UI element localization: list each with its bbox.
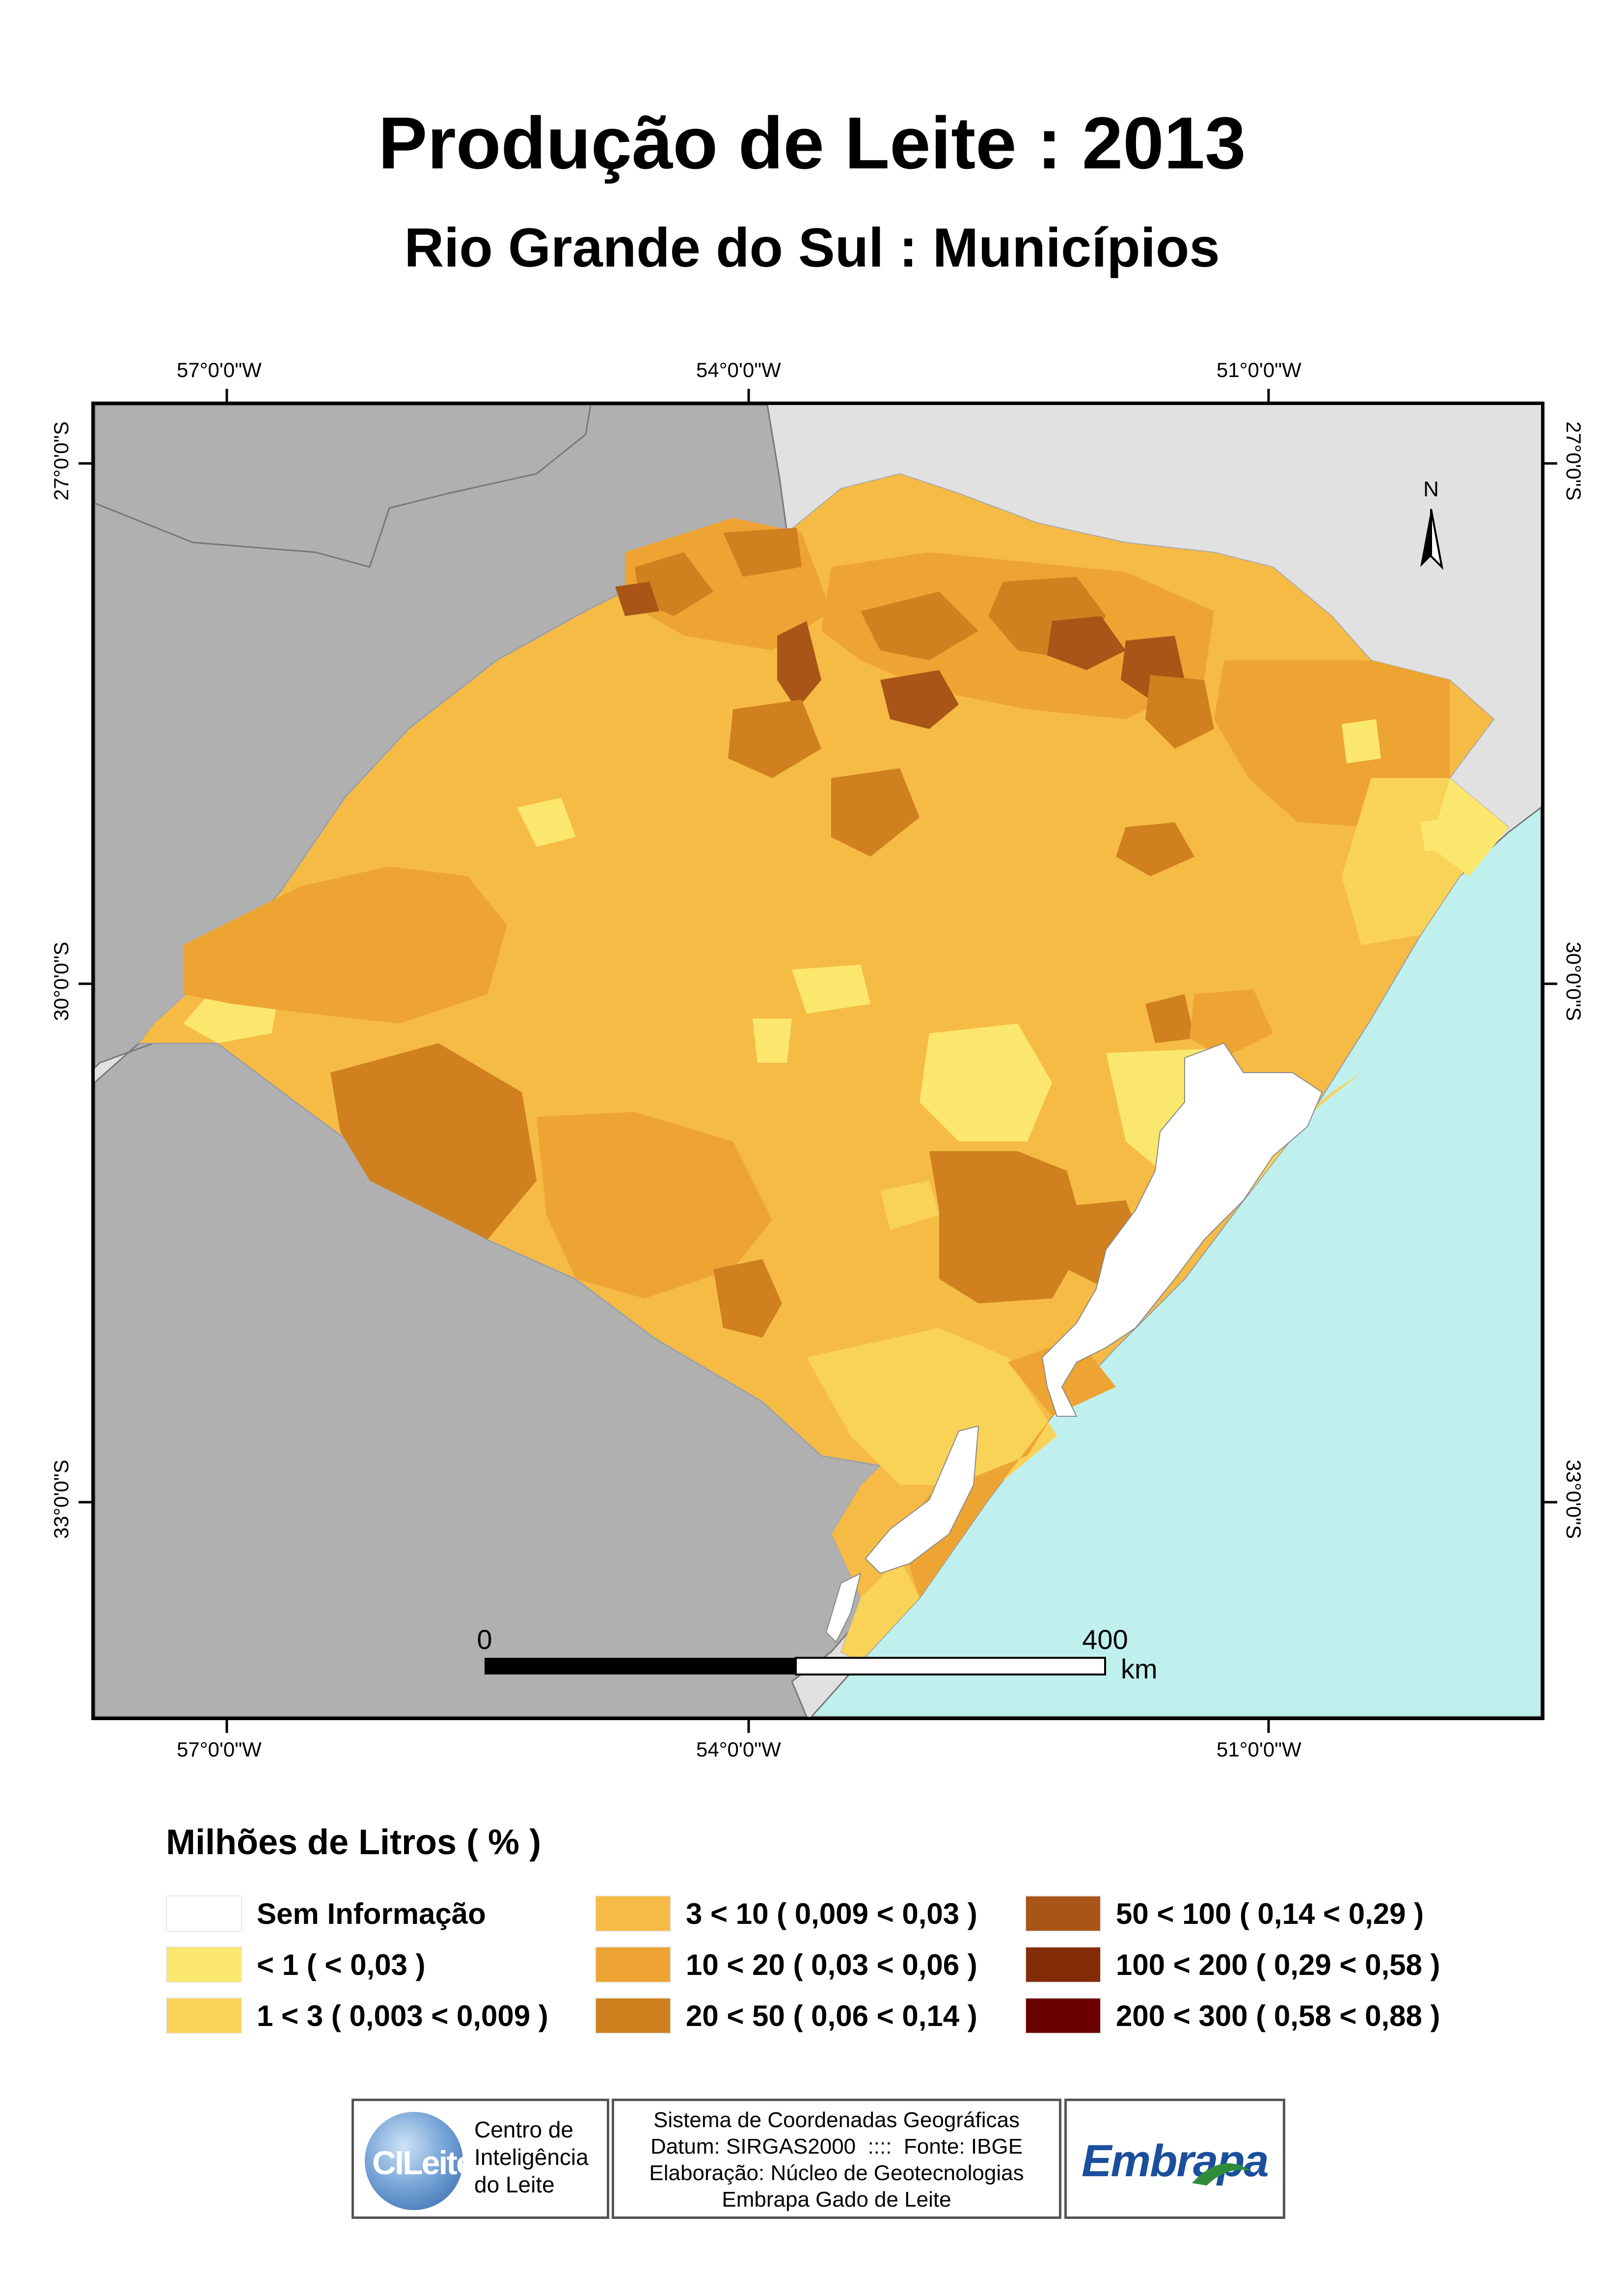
north-arrow-left-half [1420,509,1431,567]
cileite-line-3: do Leite [474,2172,555,2197]
legend-item: 1 < 3 ( 0,003 < 0,009 ) [166,1996,548,2035]
north-arrow: N [1420,477,1444,570]
embrapa-logo-mark [1192,2163,1251,2186]
map-subtitle: Rio Grande do Sul : Municípios [404,217,1220,278]
lon-label-top-51: 51°0'0"W [1217,358,1301,381]
map-title: Produção de Leite : 2013 [378,102,1246,184]
legend-swatch [595,1895,671,1932]
map-frame: N 0 400 km [91,402,1544,1720]
embrapa-logo-box: Embrapa [1064,2099,1285,2219]
north-arrow-letter: N [1423,477,1439,501]
legend-label: 20 < 50 ( 0,06 < 0,14 ) [686,1999,977,2032]
cileite-line-1: Centro de [474,2117,574,2142]
map-canvas: N 0 400 km [95,405,1541,1717]
legend-item: < 1 ( < 0,03 ) [166,1945,426,1984]
cileite-name: Centro de Inteligência do Leite [474,2116,589,2198]
legend-item: 200 < 300 ( 0,58 < 0,88 ) [1025,1996,1440,2035]
info-line-1: Sistema de Coordenadas Geográficas [653,2108,1020,2132]
legend-item: 100 < 200 ( 0,29 < 0,58 ) [1025,1945,1440,1984]
lagoa-mangueira [825,1572,862,1643]
map-info-text: Sistema de Coordenadas Geográficas Datum… [614,2107,1059,2213]
neighbor-border-line [95,405,592,568]
legend-item: 50 < 100 ( 0,14 < 0,29 ) [1025,1894,1424,1933]
scale-bar-end-label: 400 [1082,1624,1128,1655]
legend-label: 1 < 3 ( 0,003 < 0,009 ) [257,1999,548,2032]
cileite-logo-box: CILeite Centro de Inteligência do Leite [352,2099,609,2219]
cileite-logo-text: CILeite [372,2144,475,2182]
info-line-2: Datum: SIRGAS2000 :::: Fonte: IBGE [650,2134,1023,2159]
cileite-logo-circle: CILeite [365,2112,475,2210]
lon-label-bottom-51: 51°0'0"W [1217,1738,1301,1761]
lagoa-mirim [865,1425,979,1574]
legend-swatch [166,1895,242,1932]
scale-bar: 0 400 km [477,1624,1157,1684]
map-info-box: Sistema de Coordenadas Geográficas Datum… [612,2099,1061,2219]
legend-swatch [595,1946,671,1983]
legend-swatch [1025,1895,1101,1932]
legend-label: 3 < 10 ( 0,009 < 0,03 ) [686,1897,977,1930]
north-arrow-right-half [1430,509,1444,570]
legend-item: 20 < 50 ( 0,06 < 0,14 ) [595,1996,977,2035]
info-line-3: Elaboração: Núcleo de Geotecnologias [649,2161,1024,2185]
lon-label-bottom-57: 57°0'0"W [177,1738,262,1761]
legend-swatch [1025,1998,1101,2034]
scale-bar-filled [485,1658,796,1674]
info-line-4: Embrapa Gado de Leite [722,2187,951,2212]
lagoa-dos-patos [1041,1042,1323,1417]
scale-bar-start-label: 0 [477,1624,492,1655]
legend-item: Sem Informação [166,1894,486,1933]
legend-label: 100 < 200 ( 0,29 < 0,58 ) [1116,1948,1440,1981]
legend-swatch [166,1946,242,1983]
legend-title: Milhões de Litros ( % ) [166,1823,541,1862]
embrapa-logo: Embrapa [1082,2136,1269,2186]
legend-swatch [166,1998,242,2034]
legend-item: 3 < 10 ( 0,009 < 0,03 ) [595,1894,977,1933]
lon-label-bottom-54: 54°0'0"W [696,1738,781,1761]
legend-item: 10 < 20 ( 0,03 < 0,06 ) [595,1945,977,1984]
legend-label: 10 < 20 ( 0,03 < 0,06 ) [686,1948,977,1981]
legend-swatch [595,1998,671,2034]
legend-swatch [1025,1946,1101,1983]
legend-label: 50 < 100 ( 0,14 < 0,29 ) [1116,1897,1424,1930]
scale-bar-empty [795,1657,1106,1675]
legend-label: < 1 ( < 0,03 ) [257,1948,426,1981]
lon-label-top-54: 54°0'0"W [696,358,781,381]
legend-label: Sem Informação [257,1897,486,1930]
lon-label-top-57: 57°0'0"W [177,358,262,381]
legend-label: 200 < 300 ( 0,58 < 0,88 ) [1116,1999,1440,2032]
scale-bar-unit-label: km [1121,1653,1158,1684]
cileite-line-2: Inteligência [474,2144,589,2170]
